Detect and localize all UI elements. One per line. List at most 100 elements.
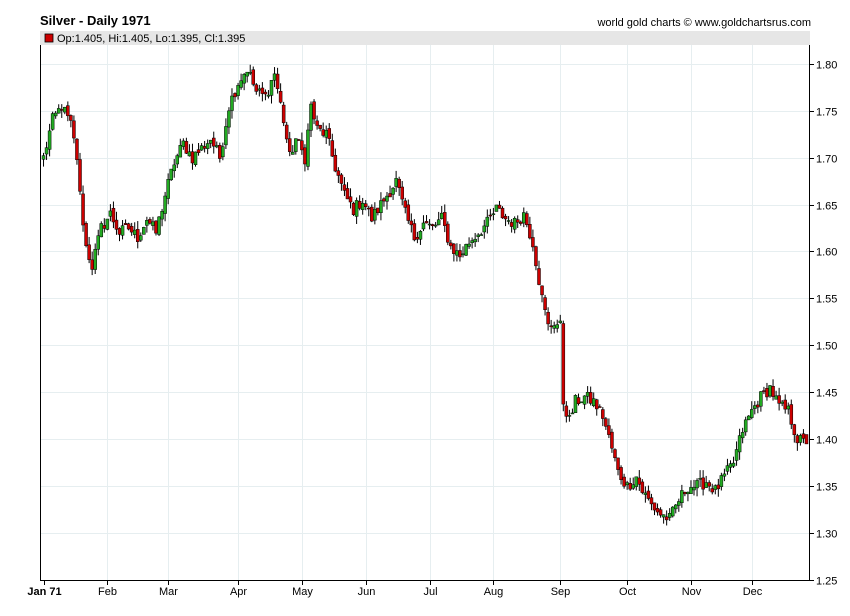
candle-body xyxy=(303,147,307,165)
candle-body xyxy=(461,253,465,256)
candle-body xyxy=(640,481,645,493)
candle-body xyxy=(199,145,204,151)
candle-body xyxy=(707,482,711,487)
candle-body xyxy=(746,415,751,421)
candle-body xyxy=(497,204,502,209)
candle-body xyxy=(224,126,228,146)
candle-body xyxy=(339,174,344,184)
candle-body xyxy=(69,115,73,121)
candle-body xyxy=(327,128,331,139)
candle-body xyxy=(132,229,137,235)
candle-body xyxy=(376,207,380,213)
candle-body xyxy=(379,200,383,214)
candle-body xyxy=(90,259,94,270)
candle-body xyxy=(683,491,687,495)
candle-body xyxy=(534,246,538,267)
candle-body xyxy=(625,482,629,486)
candle-body xyxy=(388,193,392,198)
candle-body xyxy=(324,130,328,138)
candle-body xyxy=(558,320,563,323)
candle-body xyxy=(275,73,280,89)
candle-body xyxy=(93,249,97,270)
x-tick-label: Dec xyxy=(743,586,763,598)
candle-body xyxy=(488,214,493,217)
candle-body xyxy=(631,484,635,489)
candle-body xyxy=(351,202,356,215)
candle-body xyxy=(531,237,535,248)
candle-body xyxy=(102,225,107,229)
candle-body xyxy=(78,159,82,192)
candle-body xyxy=(482,225,487,233)
candle-body xyxy=(725,465,730,472)
y-tick-label: 1.35 xyxy=(816,482,837,494)
candle-body xyxy=(312,101,316,120)
candle-body xyxy=(452,243,456,254)
x-tick-label: Jul xyxy=(423,586,437,598)
candle-body xyxy=(801,433,806,439)
candle-body xyxy=(400,186,404,200)
candle-body xyxy=(464,244,468,256)
candle-body xyxy=(236,85,240,96)
candle-body xyxy=(768,385,772,397)
candle-body xyxy=(591,398,596,407)
candle-body xyxy=(145,220,149,226)
candle-body xyxy=(415,236,420,240)
candle-body xyxy=(169,168,173,181)
candle-body xyxy=(765,388,769,398)
candle-body xyxy=(117,228,122,235)
candle-body xyxy=(148,219,152,224)
candle-body xyxy=(689,487,693,494)
candle-body xyxy=(424,221,429,224)
candle-body xyxy=(151,221,155,226)
candle-body xyxy=(272,73,277,81)
x-tick-label: Nov xyxy=(682,586,702,598)
candle-body xyxy=(120,225,125,236)
candle-body xyxy=(604,418,608,427)
candle-body xyxy=(737,435,742,453)
candle-body xyxy=(56,108,61,114)
y-tick-label: 1.30 xyxy=(816,529,837,541)
candle-body xyxy=(759,391,763,407)
candle-body xyxy=(294,138,298,152)
candle-body xyxy=(695,480,699,489)
candle-body xyxy=(449,242,453,247)
candle-body xyxy=(87,244,91,260)
candle-body xyxy=(142,227,146,235)
candle-body xyxy=(309,103,313,131)
candle-body xyxy=(66,105,70,117)
candle-body xyxy=(257,88,262,91)
candle-body xyxy=(205,143,210,149)
x-tick-label: Feb xyxy=(98,586,117,598)
candle-body xyxy=(218,145,222,159)
candle-body xyxy=(491,213,496,215)
candle-body xyxy=(634,476,639,487)
candle-body xyxy=(756,404,760,408)
candle-body xyxy=(187,151,192,157)
candle-body xyxy=(476,234,480,237)
candle-body xyxy=(777,395,781,404)
candle-body xyxy=(215,145,219,148)
x-tick-label: Sep xyxy=(551,586,571,598)
candle-body xyxy=(500,207,505,219)
candle-body xyxy=(585,392,590,397)
candle-body xyxy=(248,72,252,74)
candle-body xyxy=(674,504,678,510)
candle-body xyxy=(284,124,289,140)
candle-body xyxy=(598,406,602,408)
candle-body xyxy=(522,212,526,224)
candle-body xyxy=(154,220,158,234)
candle-body xyxy=(537,268,541,285)
candle-body xyxy=(406,204,411,221)
candle-body xyxy=(719,475,724,487)
legend-swatch xyxy=(44,33,54,43)
y-tick-label: 1.40 xyxy=(816,435,837,447)
y-tick-label: 1.65 xyxy=(816,201,837,213)
candle-body xyxy=(126,223,131,230)
candle-body xyxy=(96,235,100,250)
candle-body xyxy=(616,457,620,470)
candle-body xyxy=(579,401,584,404)
candle-body xyxy=(397,178,401,189)
x-tick-label: Jun xyxy=(358,586,376,598)
candle-body xyxy=(357,200,362,209)
candle-body xyxy=(266,94,271,97)
